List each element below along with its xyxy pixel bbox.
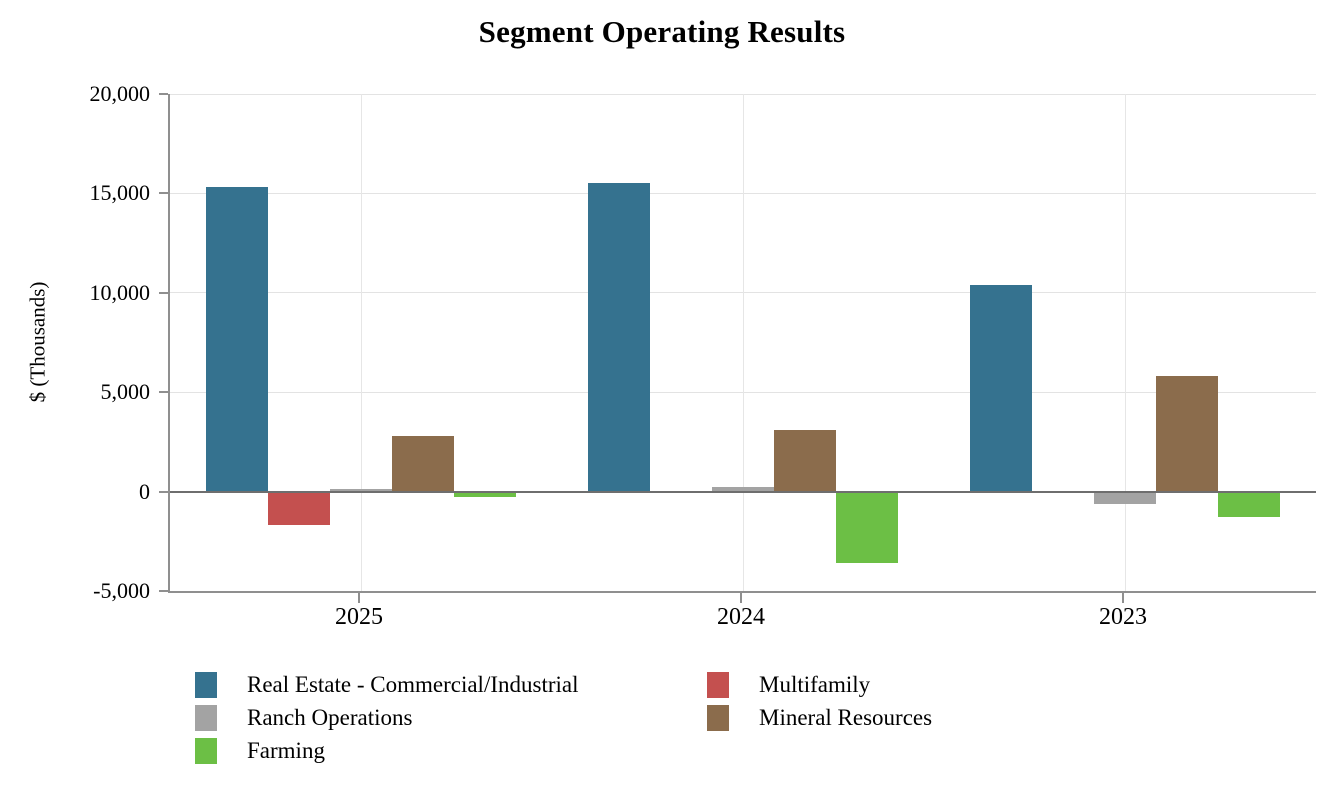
legend-swatch-ranch-operations: [195, 704, 217, 731]
x-axis-tick: [358, 593, 360, 603]
y-axis-tick: [159, 192, 168, 195]
zero-baseline: [170, 490, 1316, 493]
legend-label: Mineral Resources: [759, 704, 933, 730]
legend-swatch-real-estate-commercial-industrial: [195, 671, 217, 698]
legend-item: Farming: [195, 734, 578, 767]
y-tick-label: 5,000: [100, 379, 151, 405]
bar-farming-2023: [1218, 491, 1280, 518]
bar-mineral-resources-2025: [392, 435, 454, 492]
bar-ranch-operations-2025: [330, 488, 392, 492]
chart-title: Segment Operating Results: [478, 14, 846, 49]
y-axis-tick: [159, 490, 168, 493]
legend-item: Mineral Resources: [707, 701, 932, 734]
y-tick-label: 20,000: [89, 81, 151, 106]
bar-mineral-resources-2024: [774, 429, 836, 492]
legend-swatch-farming: [195, 737, 217, 764]
legend-item: Multifamily: [707, 668, 932, 701]
legend-label: Ranch Operations: [247, 704, 413, 730]
legend-label: Farming: [247, 737, 325, 763]
y-axis-tick: [159, 391, 168, 394]
bar-real-estate-commercial-industrial-2024: [588, 183, 650, 492]
x-gridline: [1124, 94, 1126, 591]
bar-farming-2025: [454, 491, 516, 497]
legend-label: Real Estate - Commercial/Industrial: [247, 671, 579, 697]
x-gridline: [360, 94, 362, 591]
bar-ranch-operations-2023: [1094, 491, 1156, 504]
x-axis-tick: [740, 593, 742, 603]
x-category-label: 2023: [1099, 604, 1147, 630]
legend-column-left: Real Estate - Commercial/Industrial Ranch…: [195, 668, 578, 767]
y-axis-tick: [159, 590, 168, 592]
y-tick-label: 0: [139, 478, 150, 504]
legend-swatch-mineral-resources: [707, 704, 729, 731]
x-category-label: 2024: [717, 604, 765, 630]
bar-farming-2024: [836, 491, 898, 564]
bar-multifamily-2025: [268, 491, 330, 526]
x-gridline: [742, 94, 744, 591]
x-axis-tick: [1122, 593, 1124, 603]
y-tick-label: 15,000: [89, 180, 151, 206]
bar-mineral-resources-2023: [1156, 376, 1218, 492]
y-tick-label: -5,000: [93, 578, 150, 603]
y-tick-label: 10,000: [89, 279, 151, 305]
legend-label: Multifamily: [759, 671, 871, 697]
plot-area: [168, 93, 1316, 593]
legend-item: Ranch Operations: [195, 701, 578, 734]
y-axis-tick: [159, 93, 168, 95]
bar-ranch-operations-2024: [712, 486, 774, 492]
legend-swatch-multifamily: [707, 671, 729, 698]
bar-real-estate-commercial-industrial-2023: [970, 284, 1032, 492]
y-axis-title: $ (Thousands): [25, 281, 50, 403]
legend-item: Real Estate - Commercial/Industrial: [195, 668, 578, 701]
legend-column-right: Multifamily Mineral Resources: [707, 668, 932, 734]
bar-real-estate-commercial-industrial-2025: [206, 187, 268, 492]
x-category-label: 2025: [335, 604, 383, 630]
y-axis-tick: [159, 291, 168, 294]
